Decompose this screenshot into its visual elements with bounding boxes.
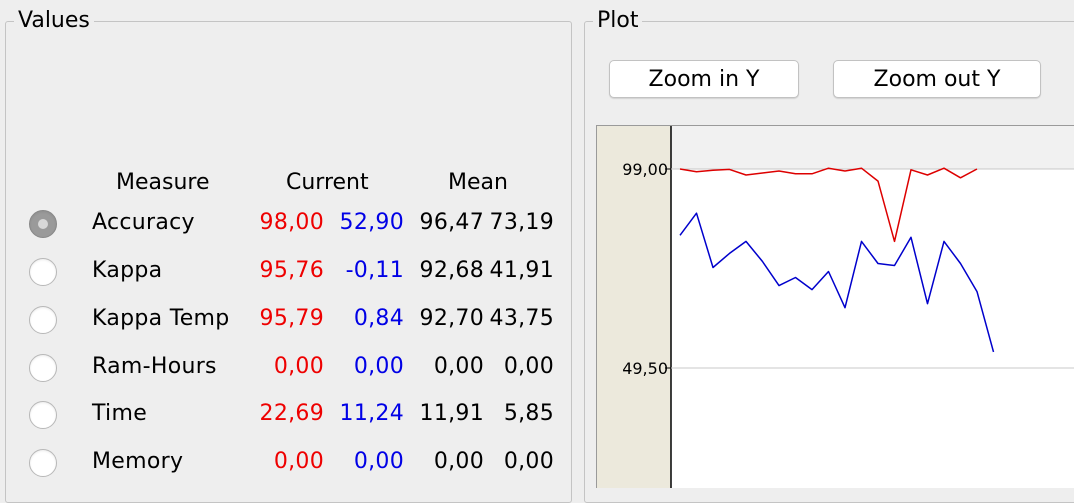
measure-radio[interactable] — [29, 449, 57, 477]
measure-label: Kappa — [92, 258, 163, 283]
mean-value-b: 73,19 — [489, 210, 554, 235]
current-value-red: 95,79 — [259, 306, 324, 331]
current-value-blue: 0,00 — [353, 354, 404, 379]
mean-value-a: 0,00 — [433, 449, 484, 474]
values-panel-title: Values — [14, 6, 94, 36]
measure-label: Time — [92, 401, 148, 426]
mean-value-b: 41,91 — [489, 258, 554, 283]
header-mean: Mean — [448, 170, 508, 195]
mean-value-a: 92,68 — [419, 258, 484, 283]
measure-row: Ram-Hours 0,00 0,00 0,00 0,00 — [0, 350, 570, 390]
header-measure: Measure — [116, 170, 210, 195]
measure-radio[interactable] — [29, 210, 57, 238]
current-value-blue: 0,84 — [353, 306, 404, 331]
measure-label: Kappa Temp — [92, 306, 230, 331]
current-value-red: 0,00 — [273, 354, 324, 379]
mean-value-b: 5,85 — [503, 401, 554, 426]
measure-row: Kappa 95,76 -0,11 92,68 41,91 — [0, 254, 570, 294]
current-value-red: 22,69 — [259, 401, 324, 426]
mean-value-a: 96,47 — [419, 210, 484, 235]
measure-row: Accuracy 98,00 52,90 96,47 73,19 — [0, 206, 570, 246]
current-value-red: 95,76 — [259, 258, 324, 283]
header-current: Current — [286, 170, 369, 195]
measure-row: Memory 0,00 0,00 0,00 0,00 — [0, 445, 570, 485]
y-tick-label: 99,00 — [622, 160, 668, 179]
mean-value-a: 0,00 — [433, 354, 484, 379]
y-tick-label: 49,50 — [622, 359, 668, 378]
measure-row: Kappa Temp 95,79 0,84 92,70 43,75 — [0, 302, 570, 342]
current-value-blue: 0,00 — [353, 449, 404, 474]
mean-value-b: 43,75 — [489, 306, 554, 331]
plot-panel-title: Plot — [593, 6, 643, 36]
measure-radio[interactable] — [29, 354, 57, 382]
measure-row: Time 22,69 11,24 11,91 5,85 — [0, 397, 570, 437]
measure-label: Memory — [92, 449, 184, 474]
zoom-out-y-button[interactable]: Zoom out Y — [833, 60, 1041, 98]
measure-label: Accuracy — [92, 210, 195, 235]
current-value-red: 0,00 — [273, 449, 324, 474]
measure-radio[interactable] — [29, 258, 57, 286]
plot-top-strip — [671, 126, 1074, 169]
zoom-in-y-button[interactable]: Zoom in Y — [609, 60, 799, 98]
series-line-blue — [679, 212, 995, 353]
measure-radio[interactable] — [29, 306, 57, 334]
mean-value-b: 0,00 — [503, 449, 554, 474]
series-line-red — [679, 167, 978, 243]
measure-radio[interactable] — [29, 401, 57, 429]
plot-area: 99,00 49,50 — [596, 125, 1074, 488]
current-value-blue: -0,11 — [345, 258, 404, 283]
mean-value-a: 11,91 — [419, 401, 484, 426]
mean-value-b: 0,00 — [503, 354, 554, 379]
current-value-blue: 11,24 — [339, 401, 404, 426]
mean-value-a: 92,70 — [419, 306, 484, 331]
current-value-red: 98,00 — [259, 210, 324, 235]
line-chart: 99,00 49,50 — [597, 126, 1074, 488]
measure-label: Ram-Hours — [92, 354, 217, 379]
y-axis-band — [597, 126, 671, 488]
current-value-blue: 52,90 — [339, 210, 404, 235]
